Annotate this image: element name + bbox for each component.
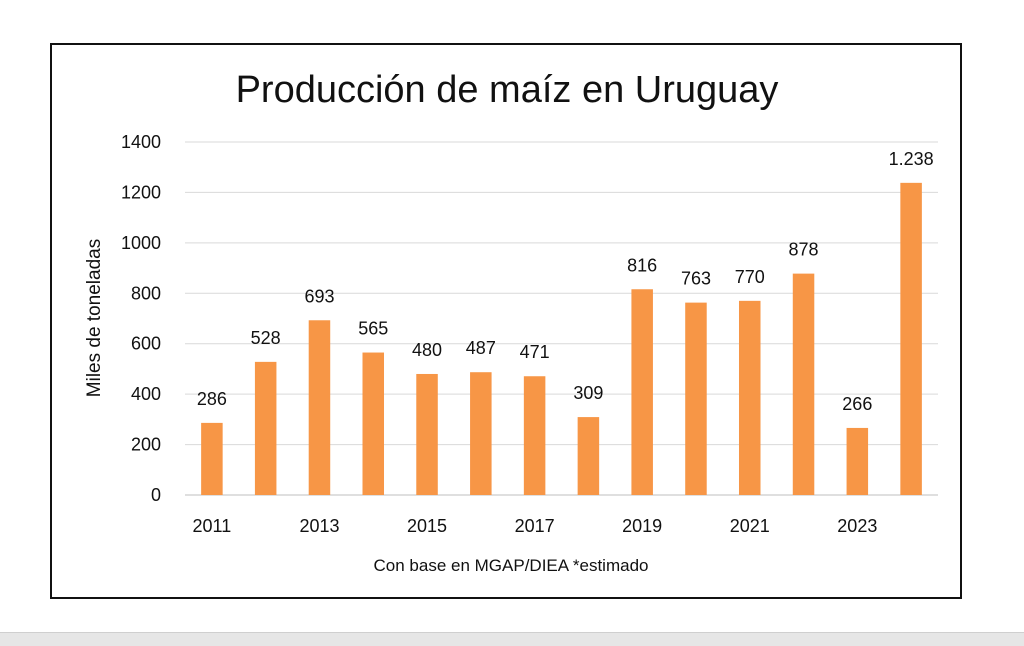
- data-label: 487: [466, 338, 496, 358]
- data-label: 309: [573, 383, 603, 403]
- bar: [631, 289, 653, 495]
- y-axis-label: Miles de toneladas: [84, 239, 105, 397]
- y-tick-label: 1000: [121, 233, 161, 253]
- x-tick-label: 2019: [622, 516, 662, 536]
- y-tick-label: 1400: [121, 132, 161, 152]
- bar: [523, 376, 546, 495]
- data-label: 471: [520, 342, 550, 362]
- bar: [738, 300, 761, 495]
- x-tick-label: 2013: [299, 516, 339, 536]
- x-tick-label: 2021: [730, 516, 770, 536]
- x-tick-label: 2011: [193, 516, 232, 536]
- data-label: 286: [197, 389, 227, 409]
- y-tick-label: 1200: [121, 182, 161, 202]
- x-tick-label: 2023: [837, 516, 877, 536]
- data-label: 816: [627, 255, 657, 275]
- x-tick-label: 2017: [515, 516, 555, 536]
- data-label: 565: [358, 319, 388, 339]
- bar: [685, 302, 707, 495]
- bar: [470, 372, 492, 495]
- y-tick-label: 0: [151, 485, 161, 505]
- y-tick-label: 200: [131, 435, 161, 455]
- bar: [792, 273, 815, 495]
- chart-title: Producción de maíz en Uruguay: [236, 69, 779, 111]
- data-label: 480: [412, 340, 442, 360]
- bar: [201, 422, 223, 495]
- data-label: 763: [681, 269, 711, 289]
- x-tick-label: 2015: [407, 516, 447, 536]
- y-tick-label: 400: [131, 384, 161, 404]
- bar: [362, 352, 385, 495]
- bar: [416, 373, 438, 495]
- data-label: 528: [251, 328, 281, 348]
- y-tick-label: 600: [131, 334, 161, 354]
- bottom-strip: [0, 632, 1024, 646]
- y-tick-label: 800: [131, 283, 161, 303]
- bar: [577, 417, 600, 495]
- x-axis-label: Con base en MGAP/DIEA *estimado: [374, 556, 649, 575]
- data-label: 770: [735, 267, 765, 287]
- data-label: 693: [304, 286, 334, 306]
- data-label: 1.238: [889, 149, 934, 169]
- bar: [308, 320, 331, 495]
- bar: [254, 361, 277, 495]
- data-label: 266: [842, 394, 872, 414]
- bar: [900, 182, 922, 495]
- data-label: 878: [789, 240, 819, 260]
- bar: [846, 427, 869, 495]
